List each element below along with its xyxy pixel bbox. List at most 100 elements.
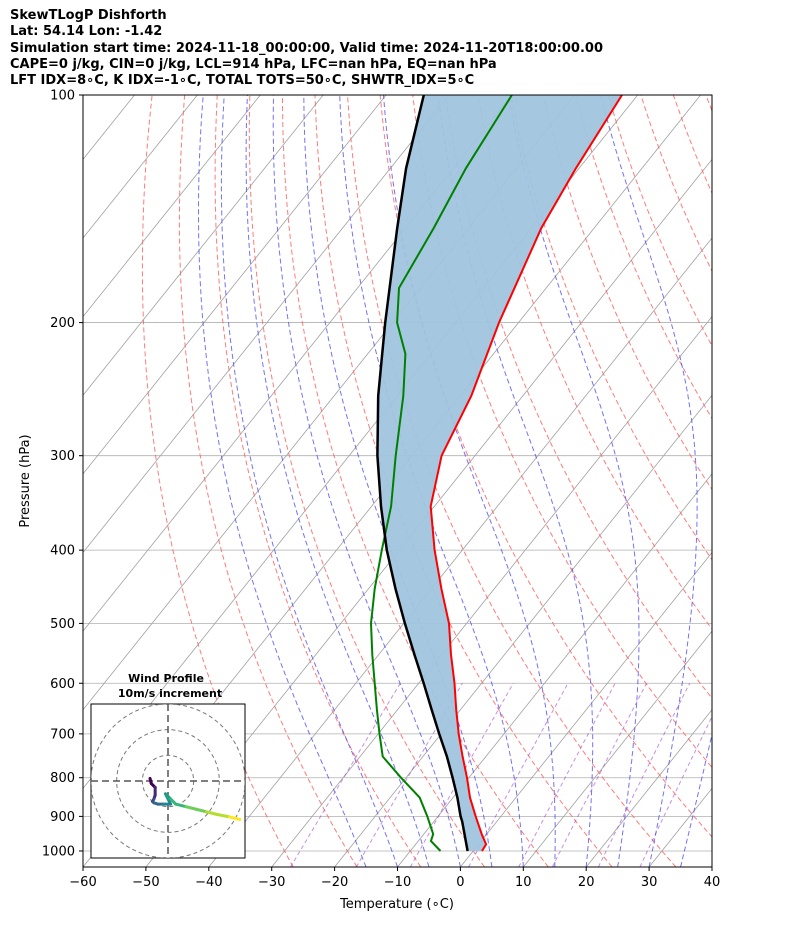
inset-title: Wind Profile xyxy=(128,672,204,685)
x-tick-label: −40 xyxy=(195,875,222,890)
time-line: Simulation start time: 2024-11-18_00:00:… xyxy=(10,40,603,56)
mixing-ratio-line xyxy=(518,683,616,867)
wind-barb xyxy=(711,455,712,478)
isotherm xyxy=(0,95,72,867)
wind-barb xyxy=(711,180,712,203)
moist-adiabat xyxy=(507,95,640,867)
wind-barb xyxy=(711,622,712,651)
wind-barb xyxy=(711,654,712,683)
hodograph-segment xyxy=(184,805,198,811)
wind-barb xyxy=(711,227,712,250)
x-tick-label: −30 xyxy=(258,875,285,890)
dry-adiabat xyxy=(214,95,422,867)
x-tick-label: −20 xyxy=(321,875,348,890)
isotherm xyxy=(271,315,712,867)
isotherm xyxy=(83,95,261,318)
dry-adiabat xyxy=(672,95,712,195)
chart-title: SkewTLogP Dishforth xyxy=(10,8,167,23)
indices-line: CAPE=0 j/kg, CIN=0 j/kg, LCL=914 hPa, LF… xyxy=(10,56,497,72)
y-tick-label: 300 xyxy=(50,449,75,464)
moist-adiabat xyxy=(272,95,461,867)
wind-barb xyxy=(711,395,712,418)
dewpoint-line xyxy=(369,95,513,852)
isotherm xyxy=(145,158,712,867)
chart-header: SkewTLogP Dishforth Lat: 54.14 Lon: -1.4… xyxy=(10,8,603,89)
wind-barb xyxy=(711,733,712,762)
x-tick-label: −60 xyxy=(69,875,96,890)
dry-adiabat xyxy=(542,95,712,491)
mixing-ratio-line xyxy=(597,683,691,867)
wind-barb xyxy=(711,110,712,133)
moist-adiabat xyxy=(600,95,698,867)
dry-adiabat xyxy=(178,95,358,867)
y-tick-label: 200 xyxy=(50,316,75,331)
x-tick-label: −10 xyxy=(384,875,411,890)
isotherm xyxy=(83,95,387,475)
x-tick-label: −50 xyxy=(132,875,159,890)
wind-barb xyxy=(711,549,712,578)
isotherm xyxy=(83,95,198,239)
wind-barb xyxy=(711,588,712,617)
stability-indices-line: LFT IDX=8∘C, K IDX=-1∘C, TOTAL TOTS=50∘C… xyxy=(10,73,475,89)
dry-adiabat xyxy=(607,95,712,347)
isotherm xyxy=(83,95,324,396)
parcel-line xyxy=(376,95,469,852)
dry-adiabat xyxy=(444,95,712,700)
x-tick-label: 0 xyxy=(456,875,464,890)
y-axis-label: Pressure (hPa) xyxy=(18,434,33,527)
y-tick-label: 900 xyxy=(50,810,75,825)
dry-adiabat xyxy=(705,95,712,113)
inset-subtitle: 10m/s increment xyxy=(118,687,222,700)
hodograph-segment xyxy=(194,807,208,814)
isotherm xyxy=(585,709,712,867)
y-tick-label: 600 xyxy=(50,677,75,692)
moist-adiabat xyxy=(711,865,712,867)
mixing-ratio-line xyxy=(290,683,401,867)
isotherm xyxy=(334,394,712,867)
dry-adiabat xyxy=(739,95,794,867)
mixing-ratio-line xyxy=(468,683,569,867)
dry-adiabat xyxy=(412,95,712,769)
y-tick-label: 500 xyxy=(50,617,75,632)
hodograph-segment xyxy=(228,815,242,821)
hodograph-segment xyxy=(215,812,232,819)
x-tick-label: 20 xyxy=(578,875,595,890)
moist-adiabat xyxy=(198,95,367,867)
x-tick-label: 10 xyxy=(515,875,532,890)
x-tick-label: 40 xyxy=(704,875,721,890)
wind-barb xyxy=(711,321,712,345)
moist-adiabat xyxy=(220,95,398,867)
wind-barb xyxy=(711,806,712,842)
wind-barb xyxy=(711,824,712,856)
y-tick-label: 400 xyxy=(50,544,75,559)
wind-barb xyxy=(711,756,712,787)
wind-barb xyxy=(711,850,712,863)
dry-adiabat xyxy=(248,95,485,867)
x-tick-label: 30 xyxy=(641,875,658,890)
y-tick-label: 100 xyxy=(50,89,75,104)
wind-barb xyxy=(711,360,712,383)
temperature-line xyxy=(429,95,623,852)
isotherm xyxy=(460,551,712,867)
wind-barb xyxy=(711,682,712,711)
wind-barb xyxy=(711,842,712,865)
y-tick-label: 1000 xyxy=(42,844,75,859)
wind-barb xyxy=(711,815,712,850)
mixing-ratio-line xyxy=(639,715,712,867)
moist-adiabat xyxy=(303,95,493,867)
dry-adiabat xyxy=(314,95,613,867)
wind-barb xyxy=(711,797,712,833)
dry-adiabat xyxy=(575,95,712,420)
mixing-ratio-line xyxy=(355,683,463,867)
isotherm xyxy=(711,866,712,867)
wind-barb xyxy=(711,777,712,811)
hodograph-segment xyxy=(174,802,188,809)
y-tick-label: 700 xyxy=(50,727,75,742)
wind-barb xyxy=(711,833,712,862)
wind-barb xyxy=(711,505,712,534)
moist-adiabat xyxy=(245,95,430,867)
dry-adiabat xyxy=(640,95,712,273)
y-tick-label: 800 xyxy=(50,771,75,786)
isotherm xyxy=(522,630,712,867)
